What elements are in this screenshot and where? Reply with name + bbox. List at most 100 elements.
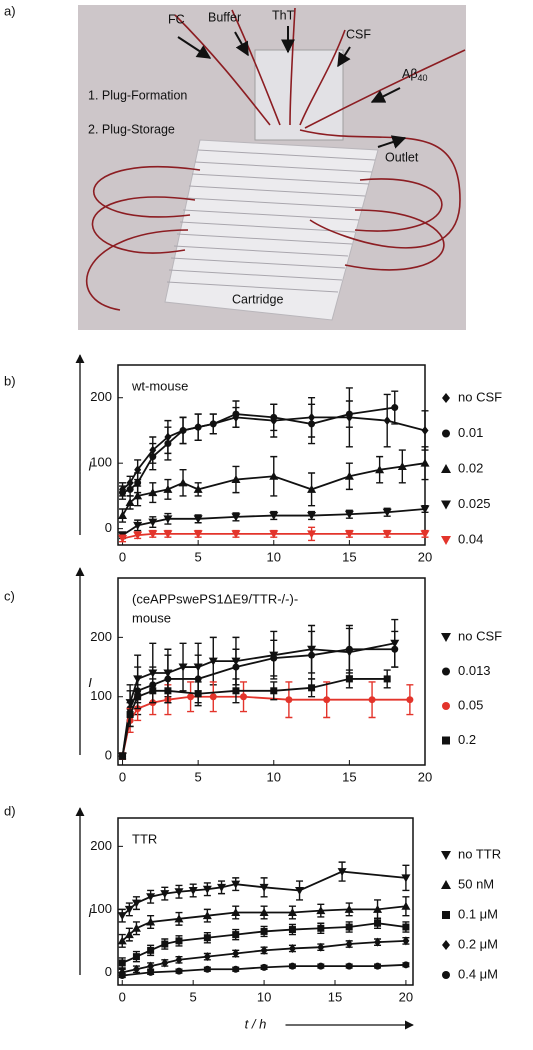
marker: [193, 515, 203, 524]
marker: [161, 940, 169, 948]
x-tick-label: 15: [342, 549, 356, 564]
marker: [146, 893, 156, 902]
y-axis-label: I: [88, 905, 92, 920]
marker: [203, 952, 211, 962]
marker: [149, 687, 157, 695]
panel-label: d): [4, 803, 16, 818]
legend-label: 0.02: [458, 460, 483, 475]
legend-marker: [441, 633, 451, 642]
marker: [134, 479, 142, 487]
marker: [345, 675, 353, 683]
legend-label: 0.04: [458, 531, 483, 546]
marker: [132, 964, 140, 974]
marker: [374, 962, 382, 970]
marker: [260, 963, 268, 971]
marker: [118, 972, 126, 980]
marker: [374, 919, 382, 927]
marker: [208, 657, 218, 666]
marker: [240, 693, 248, 701]
legend-marker: [442, 971, 450, 979]
marker: [203, 934, 211, 942]
marker: [288, 943, 296, 953]
abeta-text: Aβ: [402, 67, 418, 81]
marker: [270, 654, 278, 662]
chip: [254, 49, 344, 141]
marker: [307, 512, 317, 521]
x-tick-label: 5: [195, 769, 202, 784]
abeta-label: Aβ40: [402, 67, 428, 83]
panel-label: c): [4, 588, 15, 603]
marker: [164, 687, 172, 695]
marker: [132, 953, 140, 961]
marker: [118, 511, 128, 520]
panel-label: a): [4, 3, 16, 18]
marker: [148, 530, 158, 539]
series-line: [121, 462, 426, 516]
y-tick-label: 0: [105, 964, 112, 979]
marker: [175, 937, 183, 945]
marker: [337, 868, 347, 877]
marker: [288, 926, 296, 934]
marker: [259, 908, 269, 917]
series-line: [121, 678, 388, 757]
cartridge-label: Cartridge: [232, 292, 283, 306]
y-tick-label: 200: [90, 838, 112, 853]
outlet-label: Outlet: [385, 150, 419, 164]
marker: [118, 959, 126, 967]
marker: [124, 905, 134, 914]
x-tick-label: 20: [418, 769, 432, 784]
marker: [209, 693, 217, 701]
marker: [270, 413, 278, 421]
marker: [287, 908, 297, 917]
marker: [117, 936, 127, 945]
marker: [178, 478, 188, 487]
marker: [131, 923, 141, 932]
x-tick-label: 15: [328, 989, 342, 1004]
marker: [126, 485, 134, 493]
marker: [124, 930, 134, 939]
legend-label: no TTR: [458, 846, 501, 861]
legend-label: 0.025: [458, 496, 491, 511]
marker: [232, 663, 240, 671]
marker: [382, 508, 392, 517]
marker: [194, 675, 202, 683]
marker: [117, 912, 127, 921]
marker: [187, 693, 195, 701]
marker: [203, 965, 211, 973]
series-line: [121, 648, 395, 757]
series-line: [121, 695, 410, 757]
marker: [147, 946, 155, 954]
marker: [231, 908, 241, 917]
panel-label: b): [4, 373, 16, 388]
marker: [134, 465, 142, 475]
photo-arrows: [177, 26, 407, 149]
abeta-subscript: 40: [418, 73, 428, 83]
series-line: [122, 406, 395, 494]
legend-marker: [441, 464, 451, 473]
legend-marker: [441, 880, 451, 889]
marker: [260, 927, 268, 935]
marker: [316, 906, 326, 915]
marker: [148, 488, 158, 497]
marker: [308, 420, 316, 428]
marker: [164, 440, 172, 448]
y-axis-label: I: [88, 675, 92, 690]
marker: [118, 534, 128, 543]
marker: [194, 690, 202, 698]
marker: [382, 530, 392, 539]
x-tick-label: 20: [399, 989, 413, 1004]
marker: [188, 886, 198, 895]
panel-annotation: (ceAPPswePS1ΔE9/TTR-/-)-: [132, 591, 298, 606]
marker: [146, 917, 156, 926]
y-tick-label: 200: [90, 389, 112, 404]
marker: [231, 475, 241, 484]
marker: [160, 890, 170, 899]
cartridge-block: [164, 139, 379, 321]
marker: [345, 962, 353, 970]
legend-marker: [442, 940, 450, 950]
marker: [133, 521, 143, 530]
marker: [163, 515, 173, 524]
marker: [383, 416, 391, 426]
marker: [174, 914, 184, 923]
step-label: 1. Plug-Formation: [88, 88, 187, 102]
